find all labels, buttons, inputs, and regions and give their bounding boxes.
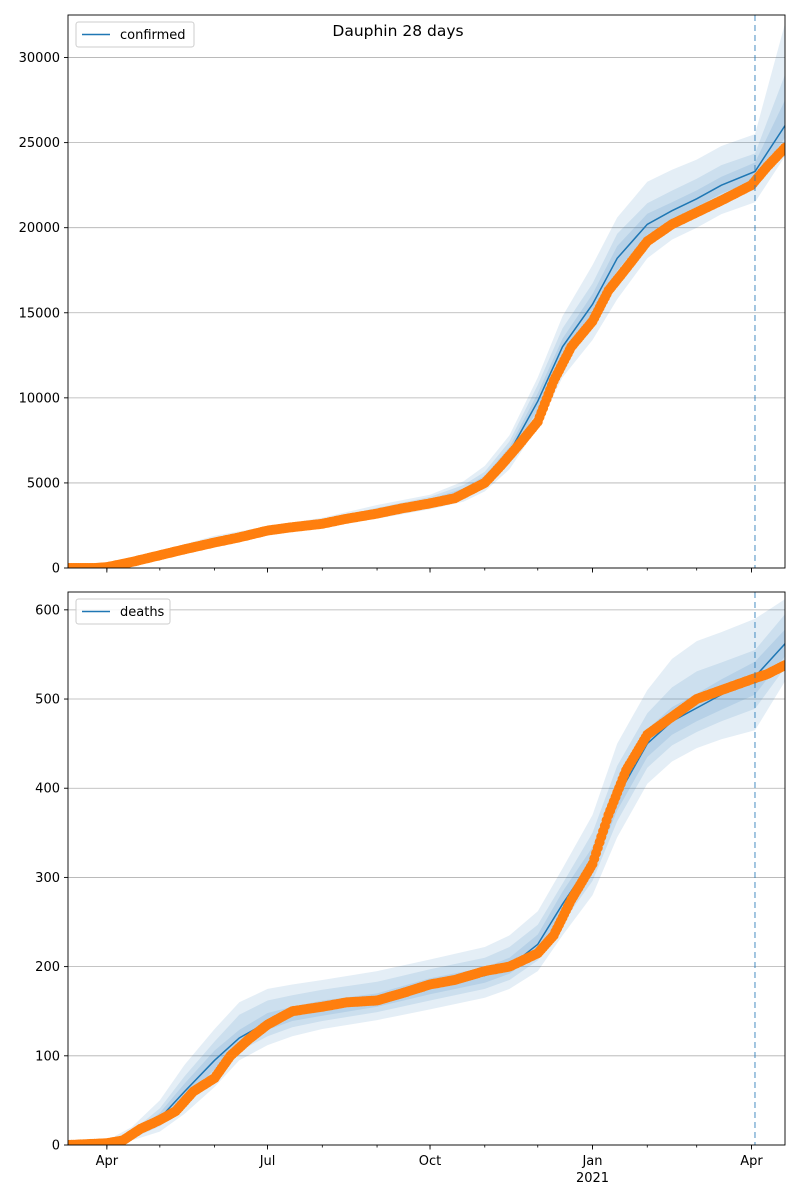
- y-tick-label: 5000: [27, 476, 60, 491]
- y-tick-label: 500: [35, 693, 60, 708]
- y-tick-label: 100: [35, 1049, 60, 1064]
- x-tick-label: Oct: [419, 1154, 441, 1169]
- y-tick-label: 0: [52, 562, 60, 577]
- uncertainty-band: [68, 614, 785, 1145]
- deaths-panel: 0 100 200 300 400 500 600 Apr Jul Oct Jan 2021 Apr de…: [35, 591, 786, 1186]
- y-tick-label: 200: [35, 960, 60, 975]
- x-tick-label: Apr: [96, 1154, 119, 1169]
- plot-area: [68, 15, 785, 568]
- y-tick-label: 400: [35, 782, 60, 797]
- x-tick-label: Jul: [259, 1154, 276, 1169]
- y-tick-label: 0: [52, 1139, 60, 1154]
- legend-label: confirmed: [120, 28, 186, 43]
- figure-title: Dauphin 28 days: [332, 22, 463, 40]
- legend-box: [75, 21, 195, 48]
- uncertainty-band: [68, 74, 785, 568]
- x-tick-sublabel: 2021: [576, 1171, 609, 1186]
- y-tick-label: 300: [35, 871, 60, 886]
- y-tick-label: 10000: [19, 391, 60, 406]
- legend-label: deaths: [120, 605, 165, 620]
- axes-frame: [67, 14, 786, 569]
- y-tick-label: 20000: [19, 221, 60, 236]
- observed-points: [68, 660, 785, 1145]
- uncertainty-band: [68, 599, 785, 1145]
- y-tick-label: 30000: [19, 51, 60, 66]
- y-tick-label: 600: [35, 603, 60, 618]
- observed-points: [68, 142, 785, 568]
- uncertainty-band: [68, 23, 785, 568]
- y-tick-label: 25000: [19, 136, 60, 151]
- axes-frame: [67, 591, 786, 1146]
- y-tick-label: 15000: [19, 306, 60, 321]
- plot-area: [68, 592, 785, 1145]
- legend-box: [75, 598, 171, 625]
- x-tick-label: Jan: [581, 1154, 602, 1169]
- x-tick-label: Apr: [740, 1154, 763, 1169]
- observed-point: [780, 142, 785, 153]
- observed-point: [780, 660, 785, 671]
- confirmed-panel: 0 5000 10000 15000 20000 25000 30000 confirmed: [19, 14, 786, 577]
